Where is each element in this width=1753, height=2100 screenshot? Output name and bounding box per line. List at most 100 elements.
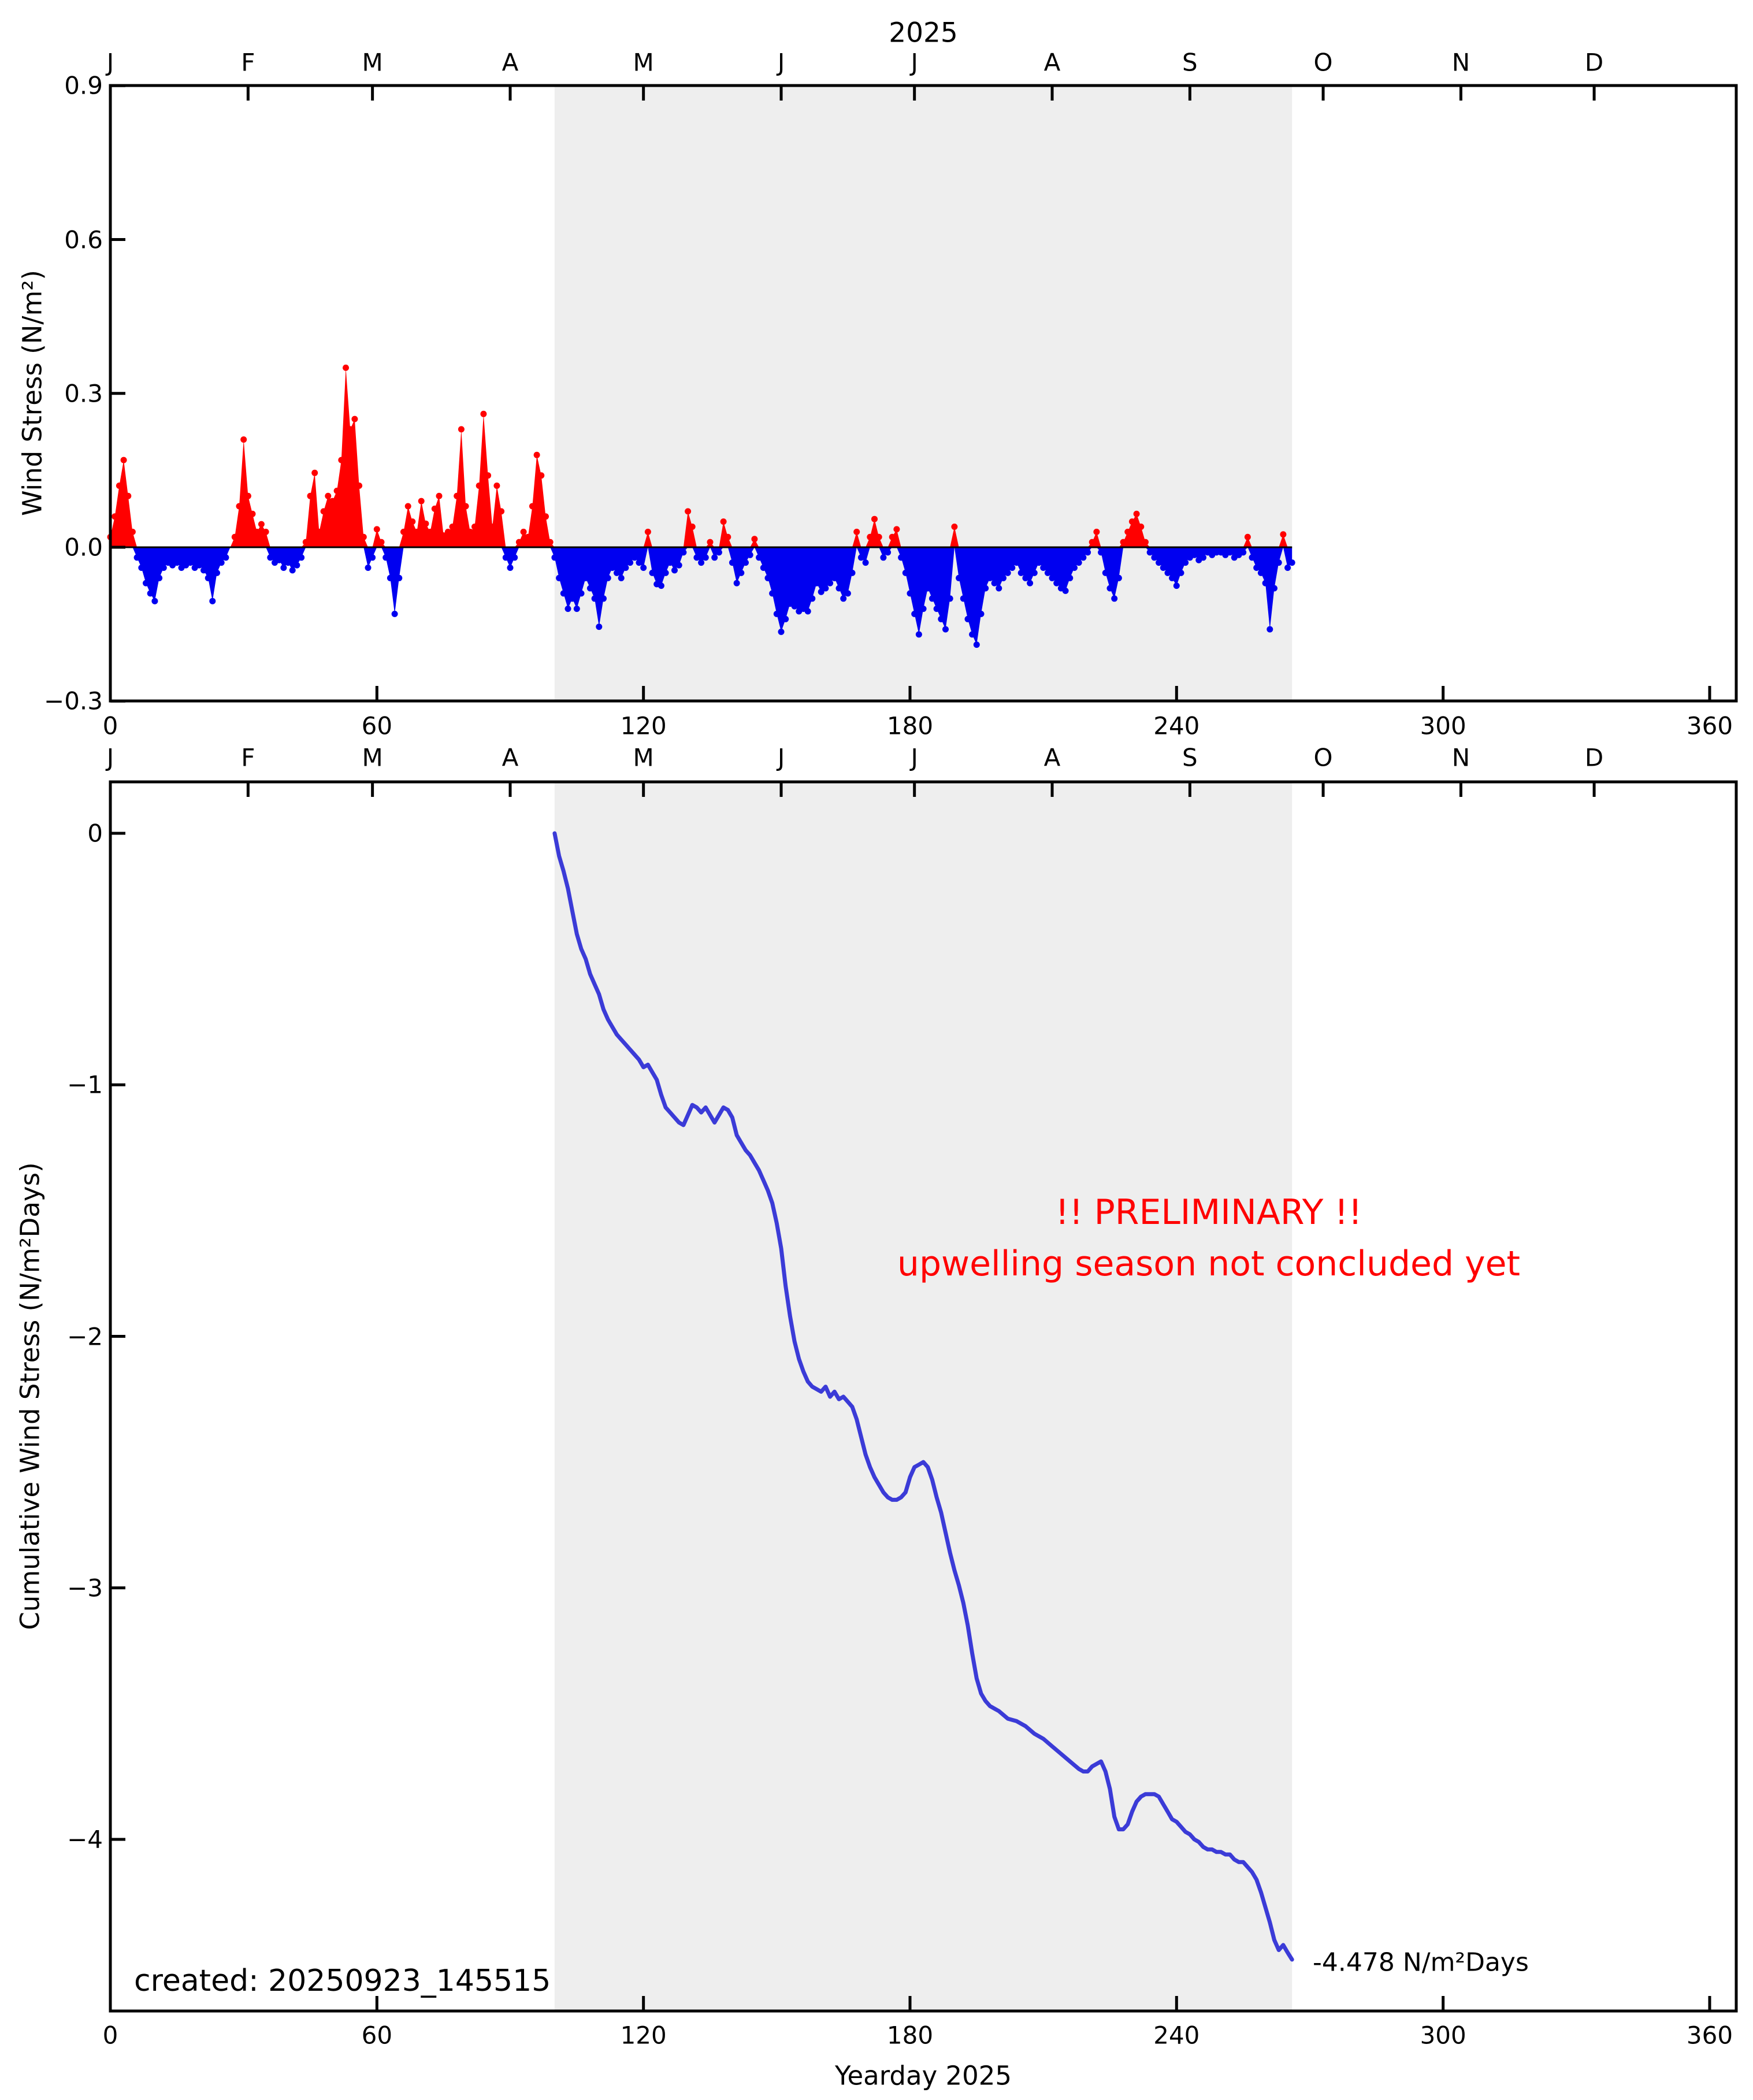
wind-stress-point <box>240 436 247 443</box>
wind-stress-point <box>1178 569 1184 576</box>
wind-stress-point <box>511 554 518 561</box>
wind-stress-point <box>818 588 824 595</box>
wind-stress-point <box>365 565 372 571</box>
wind-stress-point <box>1000 574 1007 581</box>
wind-stress-point <box>1075 559 1082 566</box>
wind-stress-point <box>1173 582 1180 589</box>
wind-stress-point <box>1288 559 1295 566</box>
wind-stress-point <box>564 606 571 612</box>
wind-stress-point <box>1089 539 1095 546</box>
wind-stress-point <box>675 562 682 569</box>
top-x-tick-label: 0 <box>102 711 118 740</box>
wind-stress-point <box>1200 554 1206 561</box>
bottom-x-tick-label: 180 <box>886 2021 934 2050</box>
wind-stress-point <box>911 610 918 617</box>
wind-stress-point <box>125 492 132 499</box>
preliminary-warning-line2: upwelling season not concluded yet <box>897 1244 1521 1284</box>
wind-stress-point <box>627 559 634 566</box>
bottom-x-tick-label: 120 <box>620 2021 667 2050</box>
wind-stress-point <box>938 615 945 622</box>
bottom-month-label: F <box>241 743 255 772</box>
wind-stress-point <box>964 615 971 622</box>
wind-stress-point <box>493 483 500 489</box>
wind-stress-point <box>382 554 389 561</box>
wind-stress-point <box>1253 565 1260 571</box>
wind-stress-point <box>258 521 265 528</box>
wind-stress-point <box>1040 565 1047 571</box>
wind-stress-point <box>1009 565 1016 571</box>
wind-stress-point <box>933 606 940 612</box>
wind-stress-point <box>569 595 576 602</box>
wind-stress-point <box>444 528 451 535</box>
x-axis-label: Yearday 2025 <box>834 2060 1012 2091</box>
wind-stress-point <box>809 595 816 602</box>
wind-stress-point <box>343 364 349 371</box>
wind-stress-point <box>715 549 722 556</box>
bottom-panel-frame <box>109 780 1738 2013</box>
wind-stress-point <box>840 595 847 602</box>
wind-stress-point <box>520 528 527 535</box>
wind-stress-point <box>1257 569 1264 576</box>
wind-stress-point <box>956 574 963 581</box>
wind-stress-point <box>436 492 443 499</box>
bottom-y-tick-label: −2 <box>67 1322 103 1350</box>
wind-stress-point <box>996 585 1002 592</box>
wind-stress-point <box>440 532 447 539</box>
wind-stress-point <box>769 590 776 597</box>
wind-stress-point <box>289 567 296 574</box>
wind-stress-point <box>471 524 478 530</box>
wind-stress-point <box>507 565 514 571</box>
wind-stress-point <box>733 580 740 587</box>
wind-stress-point <box>1004 569 1011 576</box>
wind-stress-point <box>1111 595 1118 602</box>
wind-stress-point <box>693 554 700 561</box>
final-cumulative-value: -4.478 N/m²Days <box>1313 1947 1529 1977</box>
wind-stress-point <box>1044 569 1051 576</box>
wind-stress-point <box>454 492 460 499</box>
wind-stress-point <box>285 559 292 566</box>
wind-stress-point <box>831 574 838 581</box>
wind-stress-point <box>129 528 136 535</box>
wind-stress-point <box>533 451 540 458</box>
wind-stress-point <box>604 574 611 581</box>
wind-stress-point <box>116 483 122 489</box>
wind-stress-point <box>556 574 563 581</box>
wind-stress-point <box>427 528 434 535</box>
wind-stress-negative-area <box>110 547 1293 645</box>
wind-stress-point <box>835 585 842 592</box>
bottom-month-label: S <box>1182 743 1198 772</box>
wind-stress-point <box>418 498 425 504</box>
bottom-month-label: J <box>911 743 918 772</box>
wind-stress-point <box>458 426 465 433</box>
wind-stress-point <box>973 641 980 648</box>
wind-stress-point <box>1053 580 1060 587</box>
bottom-x-tick-label: 60 <box>361 2021 393 2050</box>
wind-stress-point <box>720 518 727 525</box>
wind-stress-point <box>680 549 687 556</box>
wind-stress-point <box>782 615 789 622</box>
wind-stress-point <box>356 483 363 489</box>
wind-stress-point <box>1249 554 1256 561</box>
wind-stress-point <box>725 533 731 540</box>
wind-stress-point <box>1027 580 1034 587</box>
top-month-label: J <box>106 48 114 77</box>
wind-stress-point <box>262 528 269 535</box>
wind-stress-point <box>609 565 616 571</box>
wind-stress-point <box>857 554 864 561</box>
wind-stress-point <box>147 590 154 597</box>
wind-stress-point <box>298 554 305 561</box>
wind-stress-point <box>773 610 780 617</box>
figure-title: 2025 <box>889 17 958 49</box>
wind-stress-point <box>880 554 887 561</box>
wind-stress-point <box>1275 559 1282 566</box>
wind-stress-point <box>1067 574 1074 581</box>
wind-stress-point <box>209 598 216 604</box>
wind-stress-point <box>1013 559 1020 566</box>
bottom-month-label: O <box>1313 743 1333 772</box>
wind-stress-point <box>151 598 158 604</box>
wind-stress-point <box>360 533 367 540</box>
shaded-region-bottom <box>554 782 1293 2011</box>
wind-stress-point <box>871 515 878 522</box>
wind-stress-point <box>462 503 469 510</box>
